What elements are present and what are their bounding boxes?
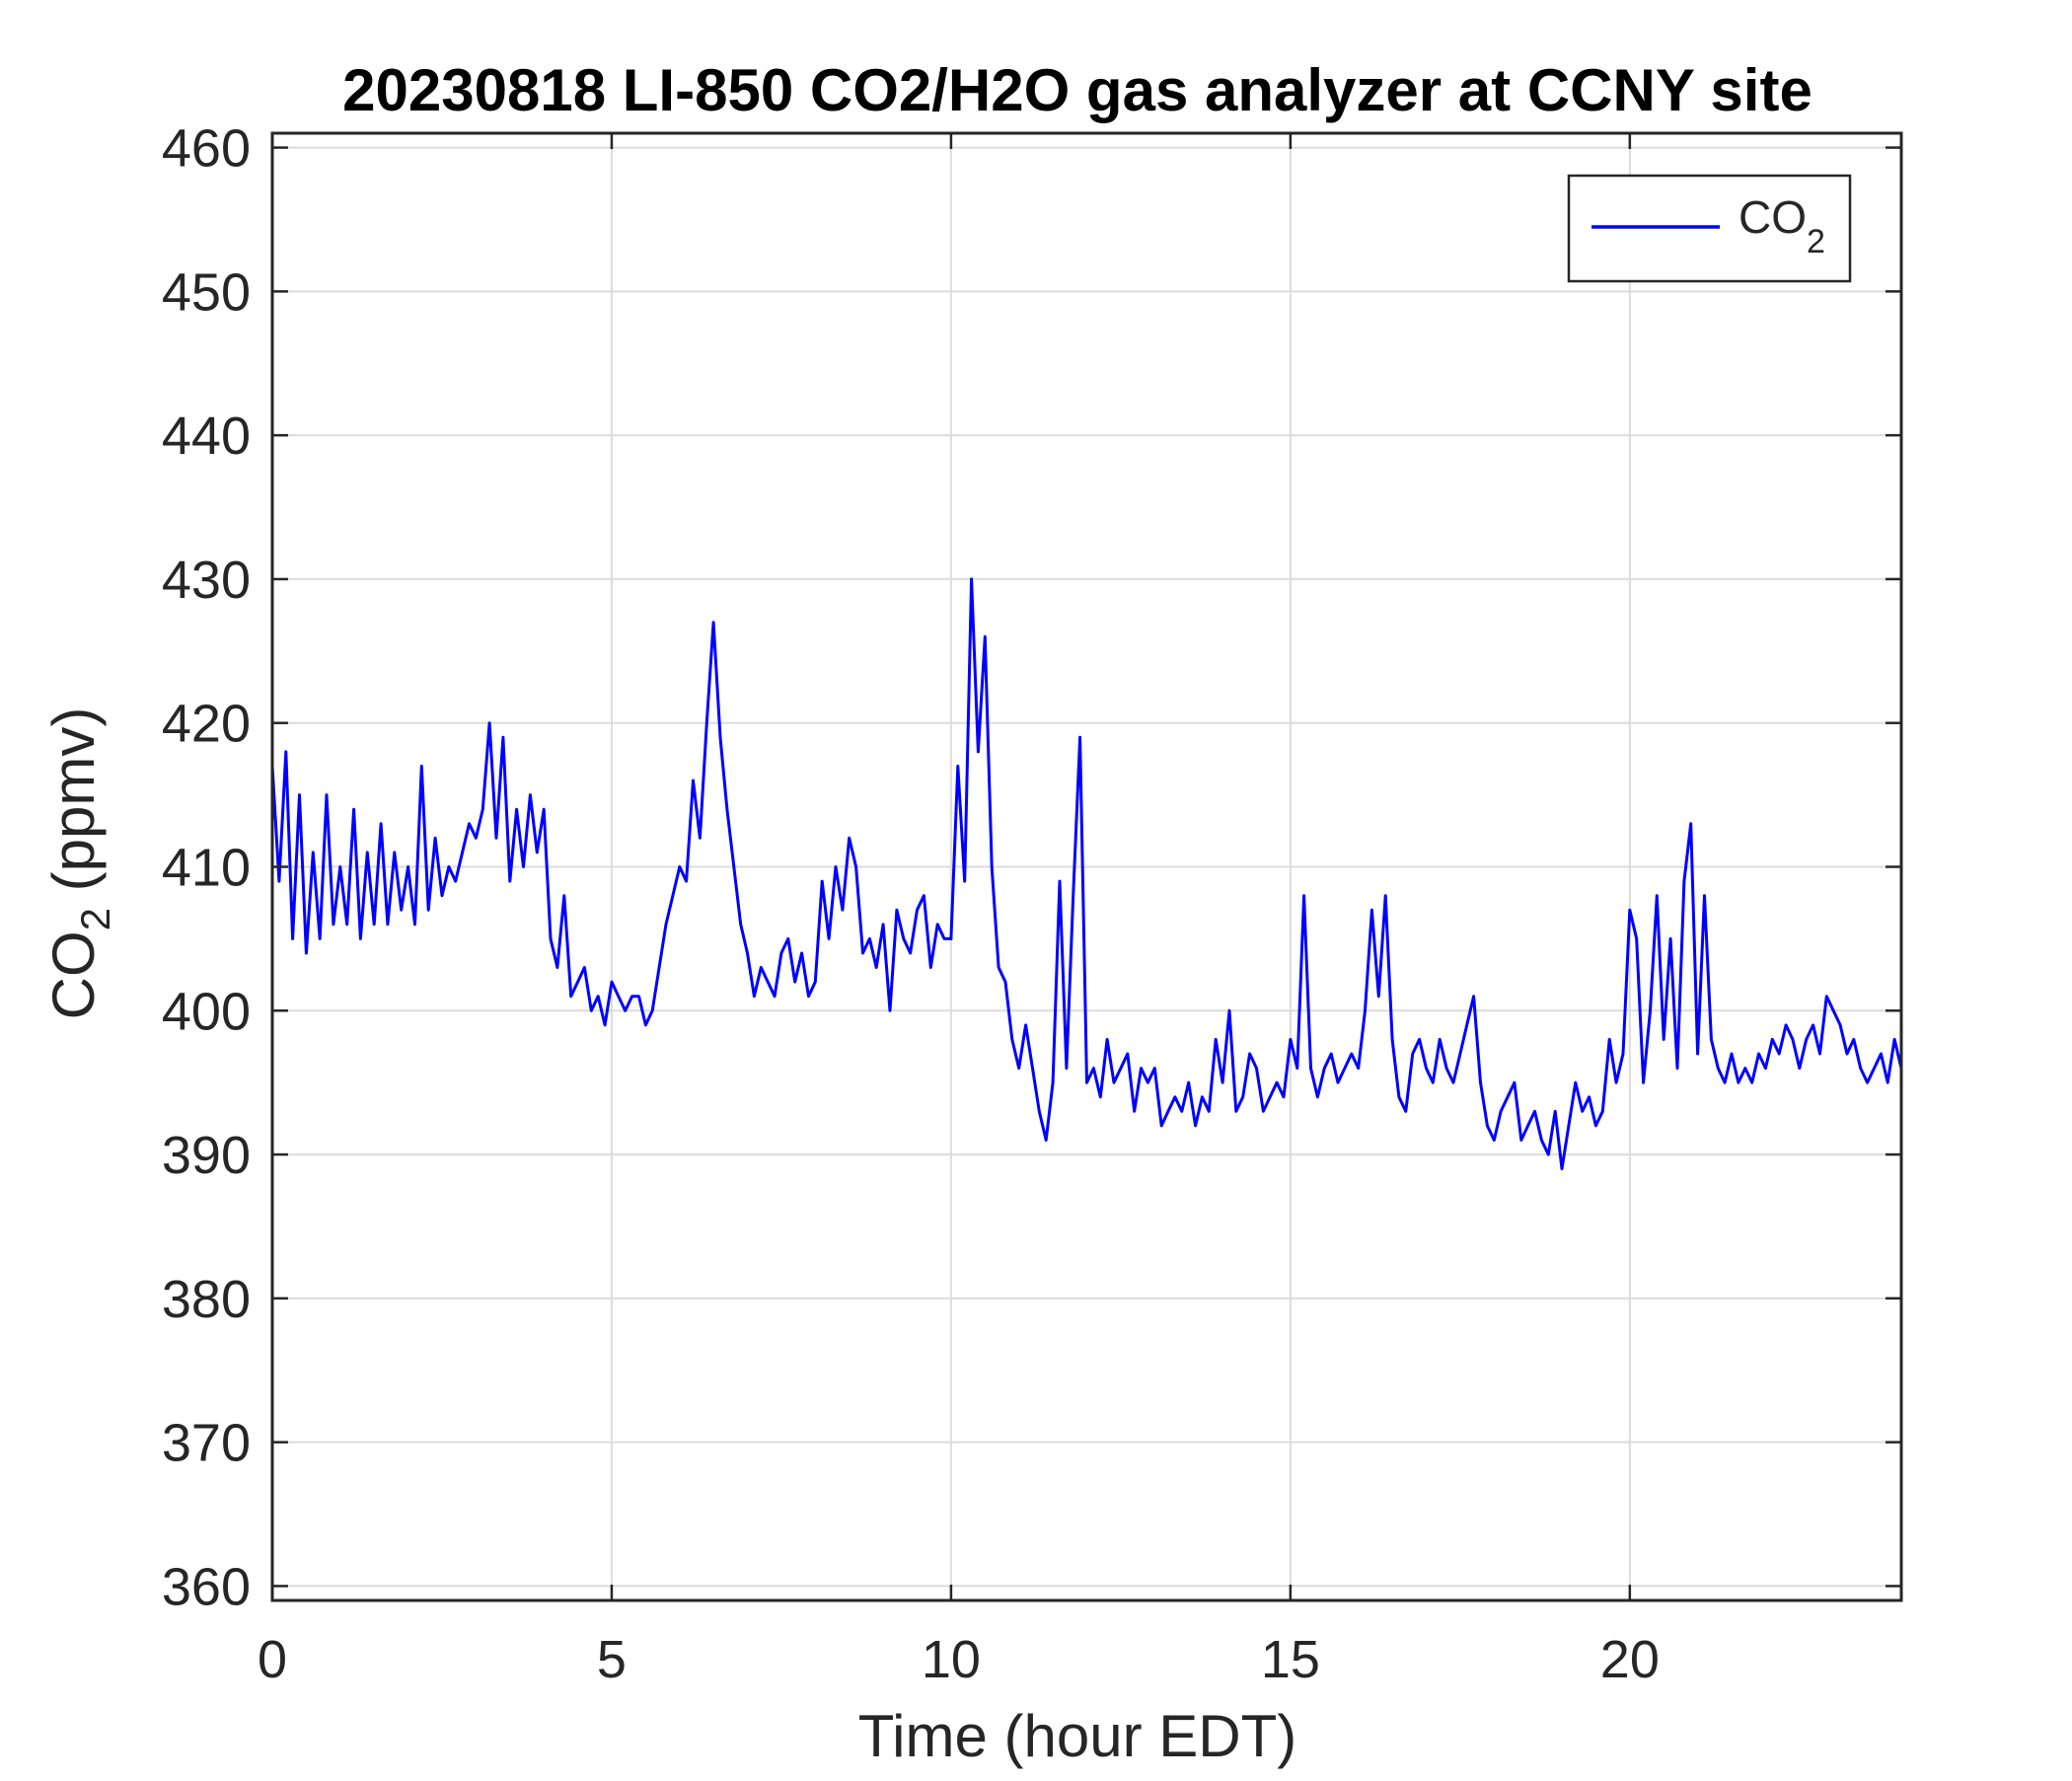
x-tick-label: 15 — [1261, 1630, 1320, 1689]
x-tick-label: 20 — [1600, 1630, 1660, 1689]
y-tick-label: 380 — [162, 1270, 251, 1329]
y-tick-label: 460 — [162, 119, 251, 179]
tick-marks — [270, 133, 1901, 1600]
x-tick-label: 0 — [258, 1630, 287, 1689]
y-tick-label: 440 — [162, 407, 251, 466]
legend-entry-subscript: 2 — [1807, 223, 1825, 260]
y-tick-label: 390 — [162, 1126, 251, 1185]
y-axis-label-subscript: 2 — [72, 908, 118, 930]
y-tick-label: 430 — [162, 551, 251, 610]
x-axis-label: Time (hour EDT) — [858, 1703, 1297, 1769]
series-line-co2 — [270, 577, 1903, 1171]
chart-title: 20230818 LI-850 CO2/H2O gas analyzer at … — [342, 57, 1813, 123]
y-axis-label-main: CO — [40, 930, 107, 1019]
x-tick-label: 5 — [597, 1630, 627, 1689]
y-tick-label: 410 — [162, 839, 251, 898]
y-tick-label: 360 — [162, 1557, 251, 1616]
y-axis-label: CO2 (ppmv) — [40, 707, 118, 1020]
y-tick-labels: 360 370 380 390 400 410 420 430 440 450 460 — [162, 119, 251, 1617]
y-tick-label: 450 — [162, 262, 251, 322]
series-layer — [270, 577, 1903, 1171]
y-tick-label: 400 — [162, 982, 251, 1041]
legend-entry-main: CO — [1739, 191, 1807, 243]
legend-entry-co2: CO2 — [1739, 191, 1825, 260]
legend: CO2 — [1567, 174, 1852, 283]
x-tick-labels: 0 5 10 15 20 — [258, 1630, 1660, 1689]
y-tick-label: 420 — [162, 695, 251, 754]
y-tick-label: 370 — [162, 1414, 251, 1473]
x-tick-label: 10 — [922, 1630, 981, 1689]
y-axis-label-tail: (ppmv) — [40, 707, 107, 908]
